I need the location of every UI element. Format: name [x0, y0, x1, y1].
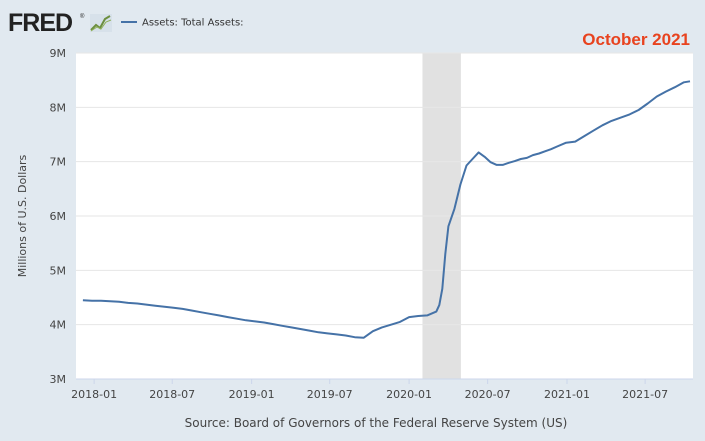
gridlines	[76, 52, 693, 380]
x-tick-label: 2021-01	[544, 388, 590, 401]
x-tick-label: 2019-01	[229, 388, 275, 401]
y-tick-label: 3M	[50, 373, 67, 386]
x-tick-label: 2020-07	[465, 388, 511, 401]
registered-mark: ®	[80, 13, 85, 20]
x-tick-label: 2018-07	[149, 388, 195, 401]
y-axis-title: Millions of U.S. Dollars	[16, 154, 29, 277]
legend: Assets: Total Assets:	[121, 18, 244, 29]
date-annotation: October 2021	[582, 30, 690, 49]
source-note: Source: Board of Governors of the Federa…	[185, 416, 568, 430]
x-tick-label: 2018-01	[71, 388, 117, 401]
x-axis-ticks: 2018-01 2018-07 2019-01 2019-07 2020-01 2020-…	[71, 378, 693, 401]
fred-logo-text: FRED	[8, 9, 72, 37]
x-tick-label: 2020-01	[386, 388, 432, 401]
y-tick-label: 6M	[50, 210, 67, 223]
y-tick-label: 9M	[50, 47, 67, 60]
x-tick-label: 2019-07	[307, 388, 353, 401]
y-tick-label: 4M	[50, 319, 67, 332]
fred-logo[interactable]: FRED ®	[8, 9, 112, 37]
y-tick-label: 7M	[50, 156, 67, 169]
y-tick-label: 8M	[50, 101, 67, 114]
legend-label: Assets: Total Assets:	[142, 18, 244, 29]
series-line-total-assets	[82, 80, 691, 339]
x-tick-label: 2021-07	[622, 388, 668, 401]
y-tick-label: 5M	[50, 264, 67, 277]
y-axis-ticks: 3M 4M 5M 6M 7M 8M 9M	[50, 47, 67, 386]
fred-logo-graph-icon	[90, 14, 112, 32]
